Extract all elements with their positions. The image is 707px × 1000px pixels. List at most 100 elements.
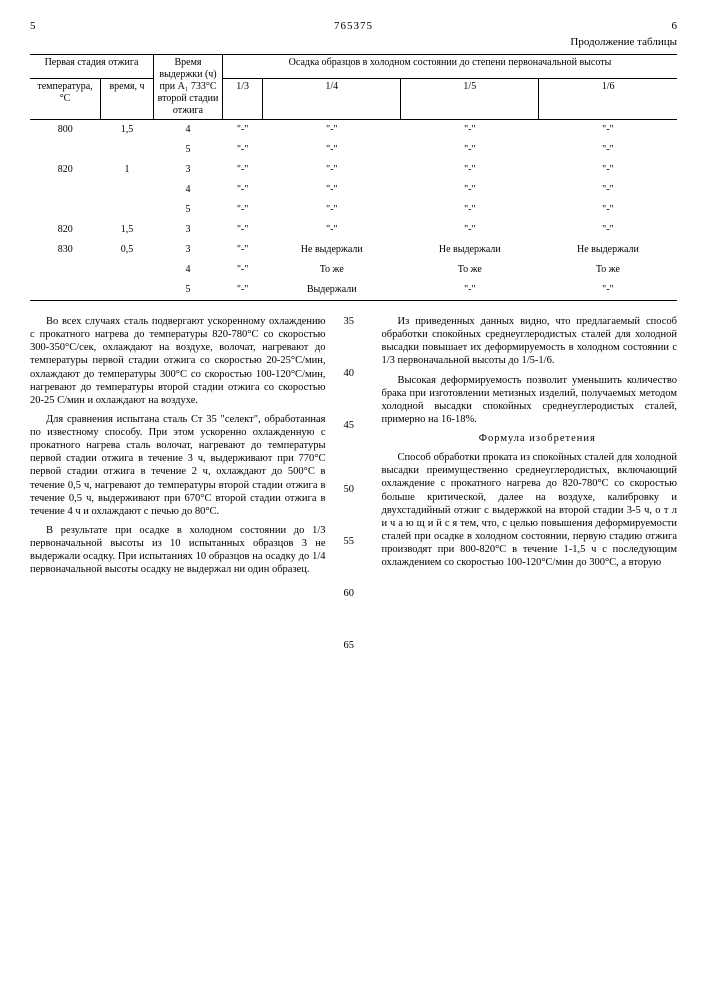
table-cell: "-" [539, 180, 677, 200]
table-cell: "-" [223, 200, 263, 220]
table-cell [30, 280, 101, 301]
table-row: 8201,53"-""-""-""-" [30, 220, 677, 240]
table-row: 4"-"То жеТо жеТо же [30, 260, 677, 280]
left-column: Во всех случаях сталь подвергают ускорен… [30, 315, 326, 582]
col-14: 1/4 [263, 79, 401, 120]
formula-title: Формула изобретения [382, 432, 678, 445]
table-cell: "-" [263, 140, 401, 160]
left-p1: Во всех случаях сталь подвергают ускорен… [30, 315, 326, 407]
table-cell: "-" [539, 220, 677, 240]
table-cell: Не выдержали [539, 240, 677, 260]
table-cell: 5 [154, 140, 223, 160]
table-cell [101, 180, 154, 200]
linenum-40: 40 [344, 367, 355, 380]
table-cell [30, 180, 101, 200]
col-13: 1/3 [223, 79, 263, 120]
table-cell: "-" [401, 280, 539, 301]
table-cell: 4 [154, 180, 223, 200]
linenum-65: 65 [344, 639, 355, 652]
table-cell [30, 260, 101, 280]
right-p1: Из приведенных данных видно, что предлаг… [382, 315, 678, 368]
left-p2: Для сравнения испытана сталь Ст 35 "селе… [30, 413, 326, 518]
col-time: время, ч [101, 79, 154, 120]
table-cell: "-" [401, 220, 539, 240]
table-cell [101, 140, 154, 160]
table-row: 8001,54"-""-""-""-" [30, 120, 677, 141]
right-p3: Способ обработки проката из спокойных ст… [382, 451, 678, 569]
table-cell: 5 [154, 280, 223, 301]
col-temp: температура, °С [30, 79, 101, 120]
table-cell: "-" [539, 120, 677, 141]
table-cell: "-" [263, 160, 401, 180]
table-cell: "-" [223, 240, 263, 260]
body-columns: Во всех случаях сталь подвергают ускорен… [30, 315, 677, 582]
table-cell: 4 [154, 260, 223, 280]
page-right: 6 [672, 20, 678, 32]
table-cell [30, 140, 101, 160]
table-cell: "-" [401, 160, 539, 180]
table-cell: "-" [539, 160, 677, 180]
linenum-55: 55 [344, 535, 355, 548]
table-continuation-label: Продолжение таблицы [30, 36, 677, 48]
table-cell: То же [263, 260, 401, 280]
linenum-45: 45 [344, 419, 355, 432]
table-cell [101, 280, 154, 301]
table-cell: Выдержали [263, 280, 401, 301]
table-row: 4"-""-""-""-" [30, 180, 677, 200]
table-cell: 0,5 [101, 240, 154, 260]
linenum-35: 35 [344, 315, 355, 328]
table-cell: "-" [539, 140, 677, 160]
table-cell: "-" [223, 280, 263, 301]
page-header: 5 765375 6 [30, 20, 677, 32]
table-cell: "-" [401, 180, 539, 200]
table-cell: 3 [154, 240, 223, 260]
table-cell: 5 [154, 200, 223, 220]
table-cell: "-" [401, 200, 539, 220]
table-cell: 830 [30, 240, 101, 260]
doc-number: 765375 [36, 20, 672, 32]
col-osadka: Осадка образцов в холодном состоянии до … [223, 55, 678, 79]
table-cell: "-" [223, 140, 263, 160]
linenum-50: 50 [344, 483, 355, 496]
table-row: 5"-""-""-""-" [30, 200, 677, 220]
table-cell: То же [539, 260, 677, 280]
table-cell: 3 [154, 160, 223, 180]
table-cell: "-" [263, 220, 401, 240]
table-row: 8300,53"-"Не выдержалиНе выдержалиНе выд… [30, 240, 677, 260]
line-number-gutter: 35 40 45 50 55 60 65 [344, 315, 364, 582]
table-cell: "-" [223, 160, 263, 180]
table-cell: "-" [223, 260, 263, 280]
table-cell: 1,5 [101, 120, 154, 141]
table-cell [30, 200, 101, 220]
table-cell: "-" [401, 120, 539, 141]
table-cell: Не выдержали [401, 240, 539, 260]
table-cell: "-" [263, 120, 401, 141]
table-cell: 1,5 [101, 220, 154, 240]
linenum-60: 60 [344, 587, 355, 600]
table-row: 82013"-""-""-""-" [30, 160, 677, 180]
table-cell: То же [401, 260, 539, 280]
table-cell: Не выдержали [263, 240, 401, 260]
table-cell: 820 [30, 220, 101, 240]
data-table: Первая стадия отжига Время выдержки (ч) … [30, 54, 677, 301]
table-cell: "-" [223, 120, 263, 141]
table-row: 5"-"Выдержали"-""-" [30, 280, 677, 301]
table-cell: "-" [263, 180, 401, 200]
col-16: 1/6 [539, 79, 677, 120]
table-cell: "-" [223, 220, 263, 240]
right-p2: Высокая деформируемость позволит уменьши… [382, 374, 678, 427]
col-stage1: Первая стадия отжига [30, 55, 154, 79]
table-cell [101, 200, 154, 220]
table-cell: 4 [154, 120, 223, 141]
table-cell: 800 [30, 120, 101, 141]
col-holdtime: Время выдержки (ч) при А₁ 733°С второй с… [154, 55, 223, 120]
table-cell: 1 [101, 160, 154, 180]
table-cell: "-" [539, 280, 677, 301]
table-row: 5"-""-""-""-" [30, 140, 677, 160]
table-cell: "-" [539, 200, 677, 220]
table-cell [101, 260, 154, 280]
table-cell: "-" [401, 140, 539, 160]
table-cell: "-" [223, 180, 263, 200]
right-column: Из приведенных данных видно, что предлаг… [382, 315, 678, 582]
table-cell: 3 [154, 220, 223, 240]
